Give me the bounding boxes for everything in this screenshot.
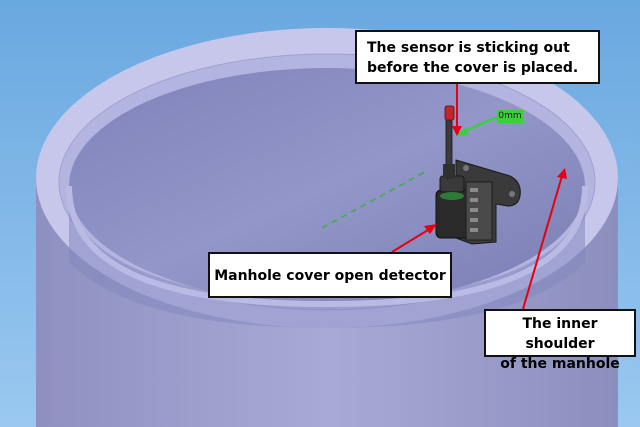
sensor-rod-collar: [443, 164, 455, 178]
callout-detector-line-1: Manhole cover open detector: [214, 268, 446, 284]
callout-sensor-line-2: before the cover is placed.: [367, 60, 579, 76]
alignment-dashed-line: [321, 171, 426, 229]
callout-sensor-line-1: The sensor is sticking out: [367, 40, 570, 56]
arrow-to-detector: [391, 229, 429, 253]
callout-inner-shoulder: The inner shoulder of the manhole: [484, 309, 636, 372]
callout-cover-open-detector: Manhole cover open detector: [208, 252, 452, 298]
manhole-front-wall: [36, 178, 618, 427]
callout-shoulder-line-1: The inner shoulder: [522, 316, 598, 352]
arrow-to-shoulder: [522, 175, 563, 310]
callout-arrows: [391, 84, 567, 310]
dimension-label: 0mm: [497, 110, 523, 123]
sensor-seal: [440, 192, 464, 200]
arrowhead-shoulder: [557, 168, 567, 179]
arrowhead-detector: [424, 224, 437, 234]
arrowhead-sensor-tip: [452, 126, 462, 136]
manhole-front-lip: [66, 185, 588, 308]
callout-sensor-sticking-out: The sensor is sticking out before the co…: [355, 30, 600, 84]
bracket-hole-right: [509, 191, 515, 197]
detector-terminal-block: [465, 181, 493, 241]
sensor-tip: [444, 105, 455, 121]
callout-shoulder-line-2: of the manhole: [500, 356, 620, 372]
detector-terminals: [470, 188, 478, 232]
bracket-hole-top: [463, 165, 469, 171]
dimension-arrowhead: [456, 127, 468, 136]
